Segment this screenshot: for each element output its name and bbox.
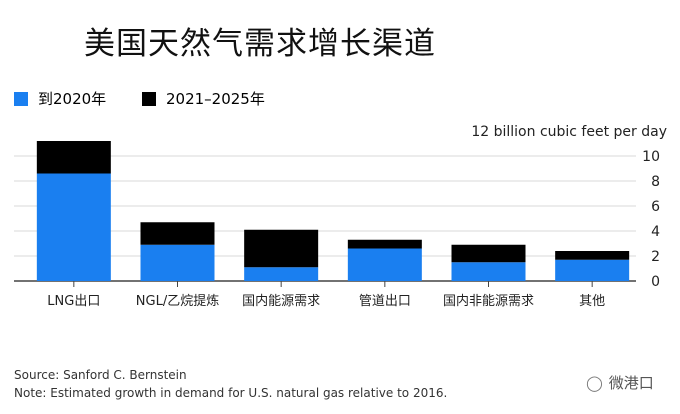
wechat-icon: ◯ [586,373,603,392]
grid-lines [14,155,636,282]
y-tick-label: 6 [651,199,660,215]
bar-segment [555,259,630,281]
bar-segment [36,141,111,174]
legend-label-2021-2025: 2021–2025年 [166,90,265,108]
legend-swatch-2021-2025 [142,91,156,106]
bar-segment [244,229,319,268]
x-category-label: LNG出口 [47,294,100,309]
x-category-label: 国内能源需求 [242,293,320,309]
bar-segment [140,244,215,281]
bar-segment [347,248,422,281]
y-tick-label: 0 [651,274,660,290]
watermark-text: 微港口 [608,374,654,392]
bar-segment [36,173,111,281]
bars [36,141,630,281]
x-category-label: NGL/乙烷提炼 [136,293,219,309]
unit-label: 12 billion cubic feet per day [471,124,667,140]
y-axis-ticks: 0 2 4 6 8 10 [642,149,660,290]
bar-segment [555,251,630,260]
y-tick-label: 4 [651,224,660,240]
x-category-label: 管道出口 [359,294,411,309]
chart-title: 美国天然气需求增长渠道 [84,26,436,62]
y-tick-label: 8 [651,174,660,190]
bar-segment [140,222,215,245]
y-tick-label: 10 [642,149,660,165]
source-note: Source: Sanford C. Bernstein [14,368,187,382]
x-axis-categories: LNG出口 NGL/乙烷提炼 国内能源需求 管道出口 国内非能源需求 其他 [47,281,605,309]
x-category-label: 其他 [579,294,605,309]
legend-item-2021-2025: 2021–2025年 [142,88,265,109]
bar-chart: 12 billion cubic feet per day 0 2 4 6 8 10 LN… [14,124,667,309]
bar-segment [451,244,526,263]
footnote: Note: Estimated growth in demand for U.S… [14,386,448,400]
legend-label-2020: 到2020年 [38,90,107,108]
bar-segment [451,262,526,281]
watermark: ◯ 微港口 [586,372,654,393]
legend-item-2020: 到2020年 [14,88,106,109]
y-tick-label: 2 [651,249,660,265]
legend-swatch-2020 [14,91,28,106]
bar-segment [244,267,319,281]
x-category-label: 国内非能源需求 [443,293,534,309]
bar-segment [347,239,422,249]
